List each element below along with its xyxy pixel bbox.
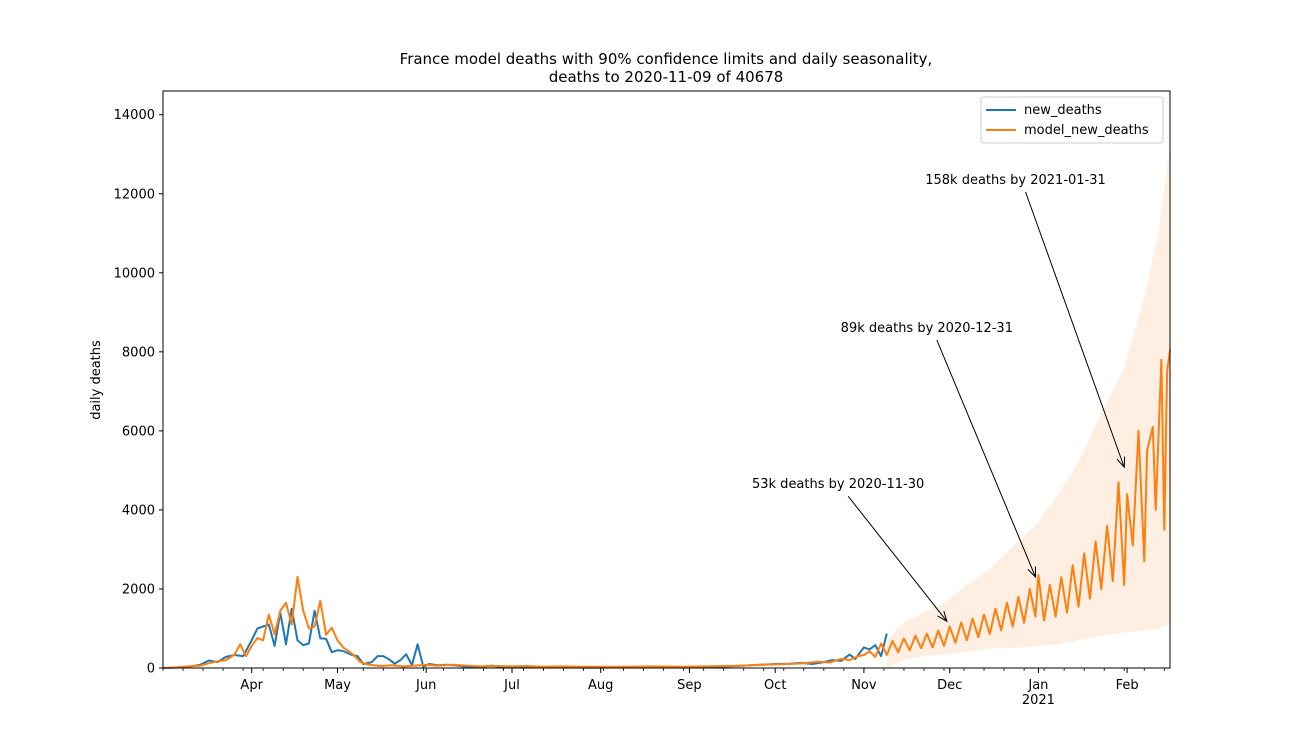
y-tick-label: 4000: [122, 503, 155, 518]
x-tick-label: Jul: [503, 678, 520, 693]
confidence-band-area: [886, 146, 1170, 669]
legend-box: [980, 96, 1164, 144]
annotation-arrow: [936, 339, 1037, 578]
x-tick-label: Dec: [937, 678, 962, 693]
x-tick-label: Aug: [588, 678, 613, 693]
annotation-arrowhead: [1116, 456, 1126, 469]
y-tick-label: 14000: [114, 108, 155, 123]
x-tick-label: May: [324, 678, 351, 693]
annotation-arrow: [1025, 191, 1125, 468]
x-tick-label: Feb: [1116, 678, 1139, 693]
annotation-text: 53k deaths by 2020-11-30: [752, 477, 924, 492]
y-tick-label: 8000: [122, 345, 155, 360]
annotation-arrowhead: [937, 610, 948, 623]
series-line-model-new-deaths: [162, 349, 1171, 669]
x-tick-label: Oct: [764, 678, 786, 693]
x-tick-label: Jan: [1027, 678, 1048, 693]
series-layer: [162, 349, 1171, 669]
x-tick-label: Nov: [851, 678, 877, 693]
y-axis-label: daily deaths: [89, 340, 104, 420]
legend-label-model-new-deaths: model_new_deaths: [1024, 123, 1149, 138]
x-tick-sublabel: 2021: [1022, 693, 1055, 708]
annotation-arrow: [847, 495, 948, 622]
legend-label-new-deaths: new_deaths: [1024, 103, 1102, 118]
chart-title-line2: deaths to 2020-11-09 of 40678: [549, 68, 784, 86]
x-tick-label: Jun: [415, 678, 436, 693]
y-tick-label: 12000: [114, 187, 155, 202]
y-tick-label: 10000: [114, 266, 155, 281]
x-tick-label: Sep: [677, 678, 702, 693]
y-tick-label: 0: [147, 662, 155, 677]
y-tick-label: 6000: [122, 424, 155, 439]
plot-frame: [162, 90, 1171, 669]
x-tick-label: Apr: [240, 678, 263, 693]
confidence-band: [886, 146, 1170, 669]
annotation-arrowhead: [1027, 566, 1037, 579]
annotations-layer: 53k deaths by 2020-11-30 89k deaths by 20…: [752, 173, 1126, 623]
chart-title-line1: France model deaths with 90% confidence …: [400, 50, 933, 68]
axes: 0 2000 4000 6000 8000 10000 12000 14000 Apr May Ju…: [114, 90, 1171, 708]
y-tick-label: 2000: [122, 582, 155, 597]
annotation-text: 158k deaths by 2021-01-31: [925, 173, 1106, 188]
annotation-text: 89k deaths by 2020-12-31: [841, 321, 1013, 336]
legend: new_deaths model_new_deaths: [980, 96, 1164, 144]
